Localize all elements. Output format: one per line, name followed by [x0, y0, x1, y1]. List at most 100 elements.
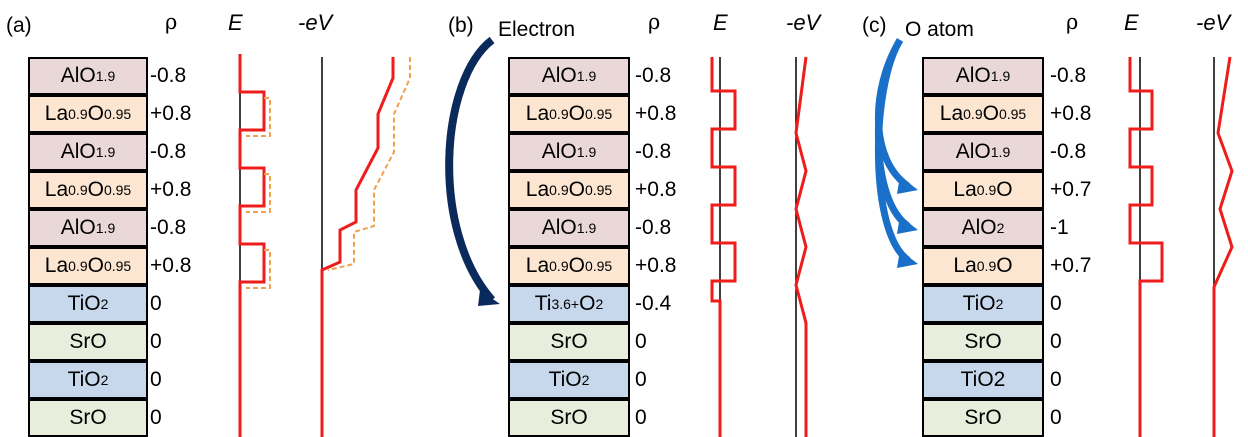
layer-formula: O [568, 102, 585, 125]
layer-subscript: 0.95 [584, 182, 613, 198]
layer-box: AlO 1.9 [28, 133, 148, 171]
layer-formula: La [44, 102, 69, 125]
layer-subscript: 0.9 [549, 182, 569, 198]
charge-value: +0.7 [1050, 178, 1092, 201]
layer-subscript: 0.95 [584, 106, 613, 122]
layer-box: La 0.9 O 0.95 [28, 247, 148, 285]
layer-formula: O [87, 102, 104, 125]
field-profile [710, 57, 737, 437]
charge-value: 0 [635, 406, 647, 429]
layer-box: AlO 1.9 [28, 57, 148, 95]
charge-value: +0.7 [1050, 254, 1092, 277]
layer-subscript: 0.95 [103, 258, 132, 274]
layer-formula: TiO [67, 292, 101, 315]
charge-value: 0 [1050, 406, 1062, 429]
layer-formula: AlO [541, 64, 577, 87]
potential-profile [320, 57, 395, 437]
layer-subscript: 0.9 [549, 106, 569, 122]
layer-subscript: 2 [595, 296, 604, 312]
layer-formula: O [568, 254, 585, 277]
layer-formula: La [44, 254, 69, 277]
potential-profile [1212, 56, 1234, 437]
layer-box: La 0.9 O [922, 171, 1044, 209]
charge-value: +0.8 [150, 102, 192, 125]
layer-box: SrO [922, 323, 1044, 361]
layer-formula: AlO [541, 140, 577, 163]
layer-box: La 0.9 O [922, 247, 1044, 285]
layer-box: La 0.9 O 0.95 [28, 171, 148, 209]
layer-subscript: 0.95 [103, 106, 132, 122]
layer-subscript: 1.9 [95, 220, 116, 236]
layer-subscript: 0.9 [549, 258, 569, 274]
charge-value: -0.8 [150, 140, 187, 163]
layer-box: AlO 1.9 [508, 209, 630, 247]
charge-value: -0.8 [635, 64, 672, 87]
layer-formula: AlO [955, 64, 991, 87]
layer-subscript: 1.9 [576, 68, 597, 84]
field-profile [1128, 57, 1164, 437]
layer-formula: O [996, 254, 1013, 277]
layer-formula: La [525, 178, 550, 201]
charge-value: +0.8 [635, 178, 677, 201]
layer-formula: AlO [60, 216, 96, 239]
o-atom-arrowhead [897, 216, 918, 234]
field-profile [238, 54, 266, 437]
layer-formula: O [996, 178, 1013, 201]
layer-subscript: 0.9 [976, 182, 997, 198]
layer-formula: TiO [962, 292, 996, 315]
charge-value: -0.8 [635, 216, 672, 239]
layer-formula: SrO [69, 330, 107, 353]
reference-field-dashed [246, 97, 271, 137]
layer-subscript: 0.9 [68, 106, 88, 122]
potential-header: -eV [298, 10, 333, 35]
field-header: E [1124, 10, 1139, 35]
charge-value: 0 [635, 368, 647, 391]
charge-value: +0.8 [150, 178, 192, 201]
rho-header: ρ [648, 10, 661, 34]
layer-formula: La [939, 102, 964, 125]
charge-value: -0.8 [150, 64, 187, 87]
charge-value: 0 [1050, 330, 1062, 353]
layer-box: La 0.9 O 0.95 [508, 95, 630, 133]
layer-box: Ti 3.6+ O 2 [508, 285, 630, 323]
layer-formula: O [87, 254, 104, 277]
layer-box: AlO 1.9 [508, 133, 630, 171]
layer-box: SrO [28, 399, 148, 437]
layer-formula: Ti [534, 292, 552, 315]
layer-formula: O [568, 178, 585, 201]
layer-formula: SrO [964, 330, 1002, 353]
layer-formula: La [953, 178, 977, 201]
layer-subscript: 2 [995, 296, 1004, 312]
reference-potential-dashed [327, 57, 411, 271]
layer-subscript: 1.9 [576, 220, 597, 236]
charge-value: 0 [1050, 368, 1062, 391]
charge-value: -1 [1050, 216, 1069, 239]
layer-formula: La [44, 178, 69, 201]
electron-arrow [445, 36, 495, 303]
layer-formula: AlO [60, 140, 96, 163]
charge-value: 0 [150, 368, 162, 391]
layer-box: SrO [508, 323, 630, 361]
layer-box: La 0.9 O 0.95 [508, 171, 630, 209]
layer-box: TiO2 [922, 361, 1044, 399]
layer-subscript: 1.9 [990, 144, 1011, 160]
layer-subscript: 1.9 [95, 144, 116, 160]
charge-value: -0.4 [635, 292, 672, 315]
layer-subscript: 0.9 [963, 106, 983, 122]
o-atom-arrowhead [897, 250, 918, 268]
arrow-annotation: O atom [905, 18, 974, 41]
layer-box: AlO 1.9 [922, 57, 1044, 95]
layer-formula: SrO [550, 330, 588, 353]
layer-formula: AlO [60, 64, 96, 87]
charge-value: 0 [150, 292, 162, 315]
layer-formula: TiO [67, 368, 101, 391]
layer-formula: O [579, 292, 596, 315]
potential-header: -eV [786, 10, 821, 35]
charge-value: -0.8 [1050, 140, 1087, 163]
layer-box: SrO [28, 323, 148, 361]
